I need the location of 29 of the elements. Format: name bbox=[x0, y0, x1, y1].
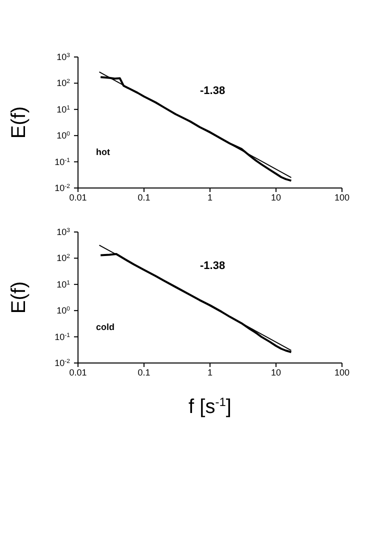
y-tick-label: 10$^{-1}$ bbox=[54, 156, 71, 167]
y-tick-label: 10$^{3}$ bbox=[56, 227, 71, 237]
y-tick-label: 10$^{0}$ bbox=[56, 306, 71, 316]
x-tick-label: 0.01 bbox=[69, 192, 87, 202]
y-axis-title: E(f) bbox=[8, 281, 30, 314]
x-tick-label: 1 bbox=[207, 367, 213, 378]
x-tick-label: 0.1 bbox=[138, 367, 150, 378]
y-tick-label: 10$^{2}$ bbox=[56, 253, 71, 264]
annotation: hot bbox=[96, 147, 110, 157]
y-tick-label: 10$^{3}$ bbox=[56, 52, 71, 62]
annotation: -1.38 bbox=[200, 85, 226, 97]
x-tick-label: 100 bbox=[334, 192, 350, 202]
x-tick-label: 0.1 bbox=[138, 192, 150, 202]
y-tick-label: 10$^{0}$ bbox=[56, 130, 71, 141]
y-tick-label: 10$^{-2}$ bbox=[54, 183, 71, 193]
y-tick-label: 10$^{1}$ bbox=[56, 104, 71, 114]
y-axis-title: E(f) bbox=[8, 106, 30, 139]
x-tick-label: 0.01 bbox=[69, 367, 87, 378]
x-tick-label: 10 bbox=[270, 367, 282, 378]
y-tick-label: 10$^{1}$ bbox=[56, 279, 71, 290]
x-tick-label: 100 bbox=[334, 367, 350, 378]
y-tick-label: 10$^{2}$ bbox=[56, 78, 71, 88]
x-axis-title: f [s$^{-1}$] bbox=[188, 395, 232, 418]
y-tick-label: 10$^{-1}$ bbox=[54, 332, 71, 342]
x-tick-label: 1 bbox=[207, 192, 213, 202]
y-tick-label: 10$^{-2}$ bbox=[54, 358, 71, 368]
annotation: cold bbox=[96, 322, 115, 332]
x-tick-label: 10 bbox=[270, 192, 282, 202]
annotation: -1.38 bbox=[200, 260, 226, 272]
